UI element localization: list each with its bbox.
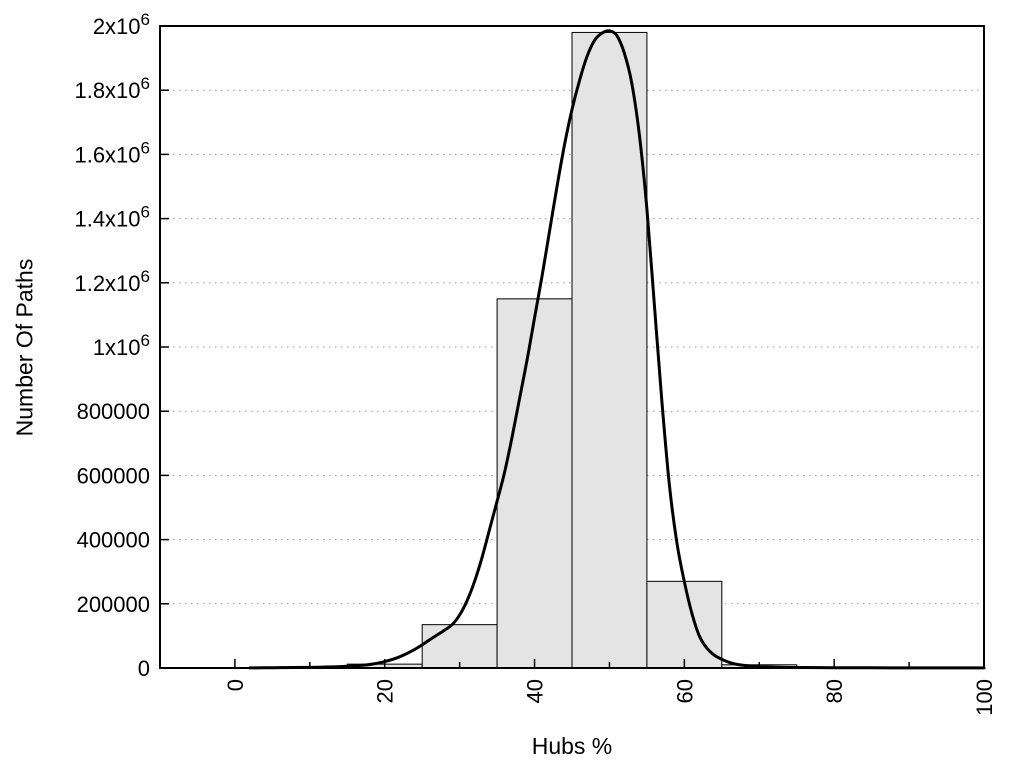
histogram-bar (496, 298, 573, 669)
y-tick-label: 2x106 (93, 10, 150, 39)
histogram-bar (421, 624, 498, 669)
y-tick-label: 200000 (77, 592, 150, 617)
y-tick-label: 1.2x106 (74, 267, 150, 296)
histogram-bar (646, 580, 723, 669)
x-tick-label: 60 (672, 679, 697, 703)
y-tick-label: 800000 (77, 399, 150, 424)
x-axis-label: Hubs % (531, 733, 613, 759)
x-tick-label: 40 (523, 679, 548, 703)
fit-curve (248, 29, 986, 670)
y-tick-label: 1.6x106 (74, 138, 150, 167)
y-axis-label: Number Of Paths (11, 258, 38, 437)
y-tick-label: 1.4x106 (74, 203, 150, 232)
x-tick-label: 20 (373, 679, 398, 703)
x-tick-label: 100 (972, 679, 997, 716)
x-tick-label: 80 (822, 679, 847, 703)
histogram-bar (571, 31, 648, 669)
y-tick-label: 600000 (77, 463, 150, 488)
y-tick-label: 400000 (77, 528, 150, 553)
x-tick-label: 0 (223, 679, 248, 691)
y-tick-label: 1.8x106 (74, 74, 150, 103)
plot-frame (159, 25, 985, 669)
y-tick-label: 0 (138, 656, 150, 681)
y-tick-label: 1x106 (93, 331, 150, 360)
